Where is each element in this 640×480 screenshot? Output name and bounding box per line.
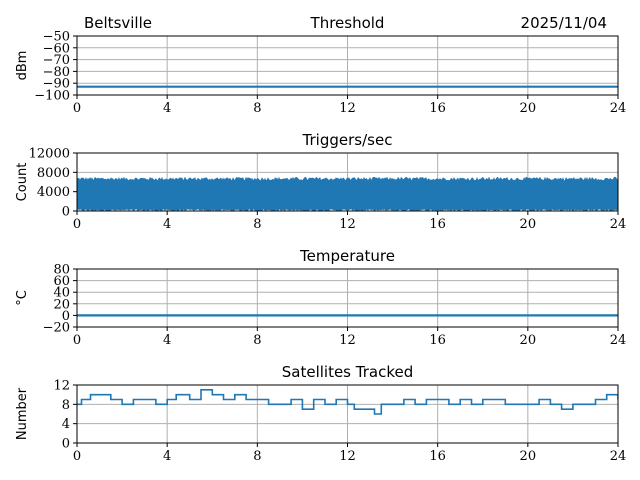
ytick-label-temperature-4: 60 bbox=[53, 274, 70, 289]
ytick-label-temperature-2: 20 bbox=[53, 297, 70, 312]
ytick-label-temperature-3: 40 bbox=[53, 286, 70, 301]
series-band-triggers bbox=[77, 176, 618, 211]
ytick-label-threshold-2: −80 bbox=[43, 65, 70, 80]
y-axis-label-temperature: °C bbox=[15, 290, 30, 306]
date-label: 2025/11/04 bbox=[521, 14, 607, 32]
xtick-label-satellites-4: 16 bbox=[429, 449, 446, 464]
chart-title-triggers: Triggers/sec bbox=[302, 131, 393, 149]
panel-triggers: 0 4 8 12 16 20 24 0 4000 8000 12000 Triggers/sec Cou… bbox=[15, 131, 626, 232]
y-axis-label-satellites: Number bbox=[15, 387, 30, 440]
xtick-label-temperature-0: 0 bbox=[73, 333, 81, 348]
ytick-label-temperature-5: 80 bbox=[53, 263, 70, 278]
xtick-label-threshold-0: 0 bbox=[73, 101, 81, 116]
xtick-label-threshold-6: 24 bbox=[610, 101, 627, 116]
xtick-label-triggers-5: 20 bbox=[520, 217, 537, 232]
ytick-label-triggers-0: 0 bbox=[62, 205, 70, 220]
ytick-label-threshold-1: −90 bbox=[43, 77, 70, 92]
xtick-label-triggers-2: 8 bbox=[253, 217, 261, 232]
ytick-label-satellites-3: 12 bbox=[53, 379, 70, 394]
xtick-label-triggers-4: 16 bbox=[429, 217, 446, 232]
chart-title-satellites: Satellites Tracked bbox=[282, 363, 413, 381]
plot-area-satellites bbox=[77, 389, 618, 415]
y-axis-label-triggers: Count bbox=[15, 163, 30, 202]
panel-satellites: 0 4 8 12 16 20 24 0 4 8 12 Satellites Tracked Number bbox=[15, 363, 626, 464]
station-label: Beltsville bbox=[84, 14, 152, 32]
xtick-label-threshold-2: 8 bbox=[253, 101, 261, 116]
y-axis-label-threshold: dBm bbox=[15, 51, 30, 81]
xtick-label-triggers-6: 24 bbox=[610, 217, 627, 232]
ytick-label-temperature-1: 0 bbox=[62, 309, 70, 324]
xtick-label-temperature-2: 8 bbox=[253, 333, 261, 348]
chart-title-threshold: Threshold bbox=[310, 14, 385, 32]
series-line-satellites-0 bbox=[77, 389, 618, 415]
ytick-label-triggers-2: 8000 bbox=[37, 166, 70, 181]
ytick-label-satellites-1: 4 bbox=[62, 417, 70, 432]
xtick-label-satellites-0: 0 bbox=[73, 449, 81, 464]
xtick-label-triggers-3: 12 bbox=[339, 217, 356, 232]
ytick-label-satellites-0: 0 bbox=[62, 437, 70, 452]
xtick-label-threshold-5: 20 bbox=[520, 101, 537, 116]
xtick-label-satellites-2: 8 bbox=[253, 449, 261, 464]
ytick-label-threshold-0: −100 bbox=[34, 89, 70, 104]
panel-threshold: 0 4 8 12 16 20 24 −100−90−80−70−60−50 Threshold d… bbox=[15, 14, 626, 116]
chart-panels: 0 4 8 12 16 20 24 −100−90−80−70−60−50 Threshold d… bbox=[15, 14, 626, 464]
xtick-label-satellites-6: 24 bbox=[610, 449, 627, 464]
xtick-label-threshold-3: 12 bbox=[339, 101, 356, 116]
xtick-label-satellites-3: 12 bbox=[339, 449, 356, 464]
xtick-label-temperature-5: 20 bbox=[520, 333, 537, 348]
xtick-label-threshold-1: 4 bbox=[163, 101, 171, 116]
xtick-label-temperature-1: 4 bbox=[163, 333, 171, 348]
xtick-label-temperature-6: 24 bbox=[610, 333, 627, 348]
xtick-label-triggers-0: 0 bbox=[73, 217, 81, 232]
plot-area-triggers bbox=[77, 176, 618, 211]
ytick-label-triggers-3: 12000 bbox=[29, 147, 70, 162]
xtick-label-satellites-1: 4 bbox=[163, 449, 171, 464]
chart-title-temperature: Temperature bbox=[299, 247, 395, 265]
ytick-label-temperature-0: −20 bbox=[43, 321, 70, 336]
xtick-label-threshold-4: 16 bbox=[429, 101, 446, 116]
xtick-label-triggers-1: 4 bbox=[163, 217, 171, 232]
ytick-label-triggers-1: 4000 bbox=[37, 185, 70, 200]
xtick-label-satellites-5: 20 bbox=[520, 449, 537, 464]
ytick-label-satellites-2: 8 bbox=[62, 398, 70, 413]
xtick-label-temperature-4: 16 bbox=[429, 333, 446, 348]
ytick-label-threshold-3: −70 bbox=[43, 53, 70, 68]
ytick-label-threshold-4: −60 bbox=[43, 41, 70, 56]
ytick-label-threshold-5: −50 bbox=[43, 30, 70, 45]
xtick-label-temperature-3: 12 bbox=[339, 333, 356, 348]
